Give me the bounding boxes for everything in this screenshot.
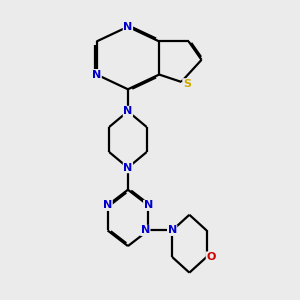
Text: N: N	[123, 106, 133, 116]
Text: N: N	[123, 22, 133, 32]
Text: N: N	[141, 225, 150, 236]
Text: N: N	[168, 225, 177, 236]
Text: N: N	[92, 70, 101, 80]
Text: O: O	[206, 252, 216, 262]
Text: N: N	[123, 163, 133, 173]
Text: N: N	[103, 200, 112, 210]
Text: N: N	[144, 200, 153, 210]
Text: S: S	[183, 79, 191, 89]
